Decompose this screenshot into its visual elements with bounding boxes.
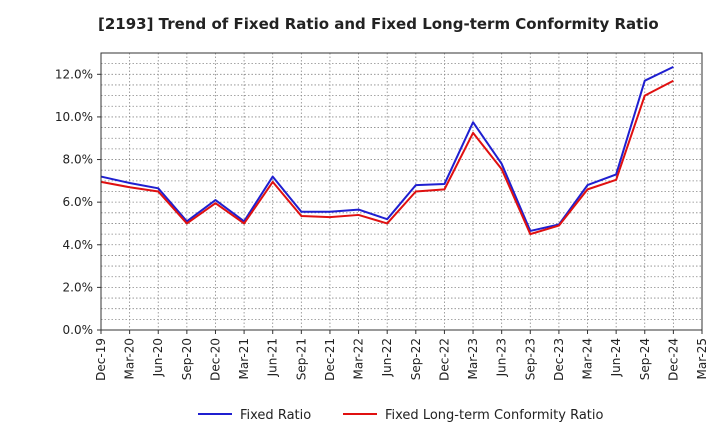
- x-tick-label: Jun-20: [151, 338, 165, 377]
- x-tick-label: Mar-24: [581, 338, 595, 379]
- y-tick-label: 10.0%: [55, 110, 93, 124]
- y-tick-label: 0.0%: [63, 323, 94, 337]
- x-tick-label: Jun-21: [266, 338, 280, 377]
- x-tick-label: Mar-21: [237, 338, 251, 379]
- x-tick-label: Sep-23: [523, 338, 537, 380]
- x-tick-label: Dec-23: [552, 338, 566, 381]
- y-tick-label: 6.0%: [63, 195, 94, 209]
- chart-title: [2193] Trend of Fixed Ratio and Fixed Lo…: [98, 15, 659, 33]
- legend-label: Fixed Ratio: [240, 408, 311, 423]
- x-tick-label: Jun-23: [495, 338, 509, 377]
- x-tick-label: Mar-25: [695, 338, 709, 379]
- y-tick-label: 2.0%: [63, 280, 94, 294]
- plot-area: [100, 52, 703, 331]
- x-tick-label: Mar-23: [466, 338, 480, 379]
- x-axis: Dec-19 Mar-20 Jun-20 Sep-20 Dec-20 Mar-21 Jun-…: [94, 330, 709, 381]
- x-tick-label: Jun-24: [609, 338, 623, 377]
- y-tick-label: 8.0%: [63, 153, 94, 167]
- series-line-2: [100, 79, 674, 236]
- x-tick-label: Dec-21: [323, 338, 337, 381]
- x-tick-label: Sep-21: [294, 338, 308, 380]
- x-tick-label: Dec-20: [208, 338, 222, 381]
- x-tick-label: Mar-22: [352, 338, 366, 379]
- x-tick-label: Dec-19: [94, 338, 108, 381]
- x-tick-label: Jun-22: [380, 338, 394, 377]
- x-tick-label: Mar-20: [123, 338, 137, 379]
- series-lines: [100, 65, 674, 236]
- y-tick-label: 4.0%: [63, 238, 94, 252]
- series-line-1: [100, 65, 674, 232]
- legend: Fixed Ratio Fixed Long-term Conformity Ra…: [198, 408, 604, 423]
- x-tick-label: Dec-22: [437, 338, 451, 381]
- y-axis: 0.0% 2.0% 4.0% 6.0% 8.0% 10.0% 12.0%: [55, 67, 101, 337]
- x-tick-label: Sep-20: [180, 338, 194, 380]
- x-tick-label: Dec-24: [666, 338, 680, 381]
- x-tick-label: Sep-22: [409, 338, 423, 380]
- grid: [101, 53, 702, 330]
- x-tick-label: Sep-24: [638, 338, 652, 380]
- legend-label: Fixed Long-term Conformity Ratio: [385, 408, 604, 423]
- y-tick-label: 12.0%: [55, 67, 93, 81]
